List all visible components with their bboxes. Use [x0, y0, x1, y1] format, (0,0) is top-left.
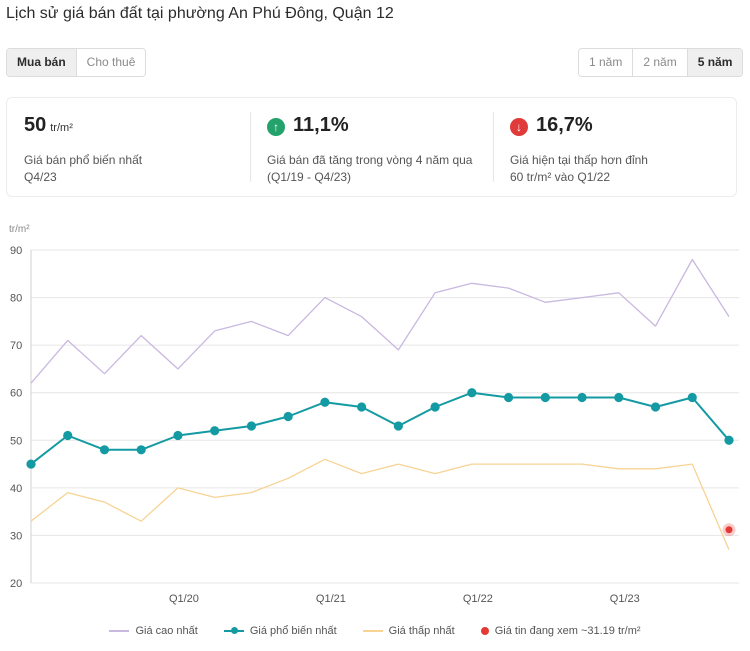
- data-point-common-Q1-19: [26, 459, 36, 469]
- data-point-common-Q2-19: [63, 430, 73, 441]
- y-tick-label-40: 40: [10, 483, 22, 495]
- stat-decrease-peak: 60 tr/m² vào Q1/22: [510, 170, 611, 184]
- stat-common-unit: tr/m²: [50, 122, 73, 134]
- stat-decrease: ↓ 16,7% Giá hiện tại thấp hơn đỉnh 60 tr…: [493, 98, 736, 196]
- x-tick-label-Q1-20: Q1/20: [169, 593, 199, 605]
- y-tick-label-50: 50: [10, 435, 22, 447]
- data-point-common-Q2-22: [503, 392, 514, 403]
- data-point-common-Q3-21: [393, 421, 403, 431]
- data-point-common-Q3-20: [246, 421, 257, 431]
- current-point-marker: [725, 526, 733, 534]
- legend-common-label: Giá phổ biến nhất: [249, 625, 337, 637]
- legend-item-current[interactable]: Giá tin đang xem ~31.19 tr/m²: [480, 625, 641, 637]
- data-point-common-Q2-23: [650, 402, 661, 412]
- tab-rent[interactable]: Cho thuê: [75, 49, 146, 76]
- page-title: Lịch sử giá bán đất tại phường An Phú Đô…: [6, 5, 394, 22]
- range-2-years[interactable]: 2 năm: [632, 49, 687, 76]
- y-tick-label-70: 70: [10, 340, 22, 352]
- legend-item-common[interactable]: Giá phổ biến nhất: [223, 625, 337, 637]
- stat-decrease-value: 16,7%: [536, 114, 593, 136]
- tab-buy[interactable]: Mua bán: [7, 49, 76, 76]
- data-point-common-Q1-20: [173, 430, 183, 441]
- legend-item-low[interactable]: Giá thấp nhất: [362, 625, 455, 637]
- y-tick-label-80: 80: [10, 293, 22, 305]
- data-point-common-Q3-23: [687, 392, 697, 403]
- stat-common-price: 50 tr/m² Giá bán phổ biến nhất Q4/23: [7, 98, 250, 196]
- legend-low-label: Giá thấp nhất: [388, 625, 455, 637]
- series-line-common: [30, 391, 730, 465]
- stat-common-label: Giá bán phổ biến nhất: [24, 153, 143, 167]
- y-tick-label-60: 60: [10, 388, 22, 400]
- y-axis-unit-label: tr/m²: [9, 224, 30, 235]
- legend-current-swatch: [480, 627, 489, 635]
- stat-common-value: 50: [24, 114, 47, 136]
- stat-decrease-label: Giá hiện tại thấp hơn đỉnh: [510, 153, 648, 167]
- transaction-type-toggle: Mua bán Cho thuê: [6, 48, 147, 77]
- stat-common-period: Q4/23: [24, 170, 57, 184]
- data-point-common-Q4-21: [430, 402, 440, 412]
- data-point-common-Q4-20: [283, 411, 293, 422]
- legend-common-swatch: [223, 627, 244, 634]
- stat-increase-value: 11,1%: [293, 114, 349, 136]
- series-line-low: [30, 458, 730, 550]
- y-tick-label-20: 20: [10, 578, 22, 590]
- stat-increase-period: (Q1/19 - Q4/23): [267, 170, 352, 184]
- legend-current-label: Giá tin đang xem ~31.19 tr/m²: [494, 625, 641, 637]
- time-range-toggle: 1 năm 2 năm 5 năm: [578, 48, 744, 77]
- data-point-common-Q3-19: [99, 445, 110, 455]
- stat-increase-label: Giá bán đã tăng trong vòng 4 năm qua: [267, 153, 473, 167]
- data-point-common-Q1-23: [614, 392, 624, 403]
- chart-legend: Giá cao nhất Giá phổ biến nhất Giá thấp …: [0, 625, 750, 637]
- data-point-common-Q4-23: [724, 435, 734, 445]
- range-1-year[interactable]: 1 năm: [579, 49, 633, 76]
- range-5-years[interactable]: 5 năm: [686, 49, 743, 76]
- x-tick-label-Q1-23: Q1/23: [610, 593, 640, 605]
- arrow-up-icon: ↑: [267, 118, 285, 136]
- price-history-chart: tr/m² 20 30 40 50 60 70 80 90 Q1/20 Q1/21 Q1/22 Q1/2…: [9, 224, 739, 605]
- arrow-down-icon: ↓: [510, 118, 528, 136]
- legend-high-label: Giá cao nhất: [135, 625, 198, 637]
- data-point-common-Q1-21: [320, 397, 330, 407]
- x-tick-label-Q1-21: Q1/21: [316, 593, 346, 605]
- data-point-common-Q4-19: [136, 445, 146, 455]
- data-point-common-Q3-22: [540, 392, 550, 403]
- y-tick-label-30: 30: [10, 530, 22, 542]
- stat-increase: ↑ 11,1% Giá bán đã tăng trong vòng 4 năm…: [250, 98, 493, 196]
- summary-stats: 50 tr/m² Giá bán phổ biến nhất Q4/23 ↑ 1…: [6, 97, 737, 197]
- series-line-high: [30, 258, 730, 384]
- data-point-common-Q2-20: [210, 426, 220, 436]
- data-point-common-Q2-21: [357, 402, 367, 412]
- x-tick-label-Q1-22: Q1/22: [463, 593, 493, 605]
- legend-high-swatch: [109, 630, 130, 632]
- data-point-common-Q4-22: [577, 392, 587, 403]
- legend-low-swatch: [362, 630, 383, 632]
- y-tick-label-90: 90: [10, 245, 22, 257]
- legend-item-high[interactable]: Giá cao nhất: [109, 625, 198, 637]
- data-point-common-Q1-22: [467, 388, 477, 398]
